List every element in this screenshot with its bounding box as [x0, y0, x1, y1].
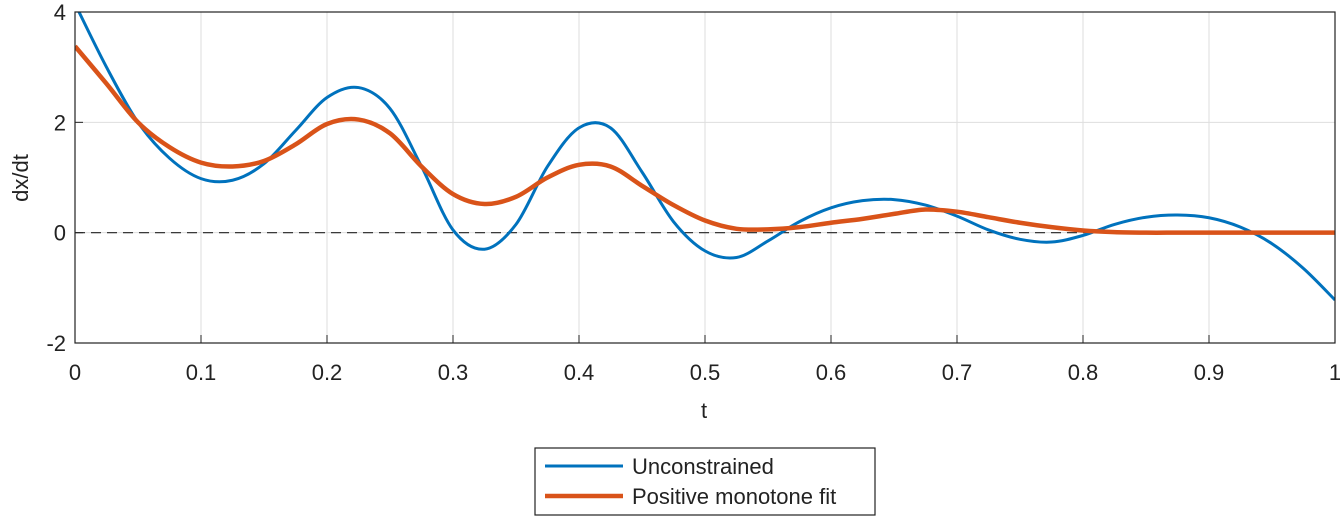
- axes-box: [74, 11, 1336, 344]
- legend-label: Positive monotone fit: [632, 484, 836, 509]
- x-tick-label: 0.6: [816, 360, 847, 385]
- x-tick-label: 0.4: [564, 360, 595, 385]
- series-line: [77, 12, 1335, 302]
- legend-label: Unconstrained: [632, 454, 774, 479]
- x-tick-label: 0.9: [1194, 360, 1225, 385]
- series-line: [75, 44, 1335, 235]
- x-tick-label: 0.7: [942, 360, 973, 385]
- y-tick-label: 4: [54, 0, 66, 25]
- x-tick-label: 0: [69, 360, 81, 385]
- y-tick-label: -2: [46, 331, 66, 356]
- x-tick-label: 0.3: [438, 360, 469, 385]
- x-tick-label: 1: [1329, 360, 1340, 385]
- x-tick-label: 0.8: [1068, 360, 1099, 385]
- y-axis-label: dx/dt: [8, 154, 33, 202]
- y-tick-label: 2: [54, 110, 66, 135]
- x-tick-label: 0.1: [186, 360, 217, 385]
- legend-box: [534, 447, 876, 516]
- x-axis-label: t: [701, 398, 707, 423]
- x-tick-label: 0.2: [312, 360, 343, 385]
- x-tick-label: 0.5: [690, 360, 721, 385]
- y-tick-label: 0: [54, 221, 66, 246]
